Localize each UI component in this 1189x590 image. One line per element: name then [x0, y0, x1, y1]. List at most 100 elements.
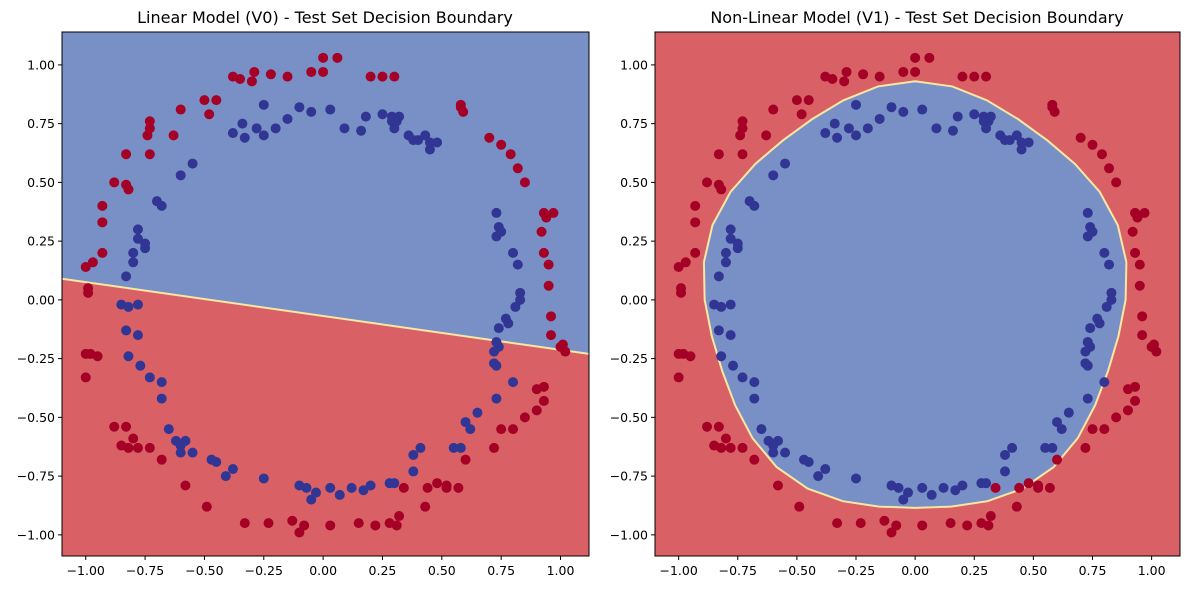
data-point-class-0 [123, 184, 134, 195]
data-points [80, 52, 571, 538]
data-point-class-0 [144, 442, 155, 453]
data-point-class-0 [1080, 442, 1091, 453]
data-point-class-0 [983, 520, 994, 531]
chart-title-right: Non-Linear Model (V1) - Test Set Decisio… [710, 8, 1123, 27]
data-point-class-1 [725, 330, 736, 341]
data-point-class-0 [1087, 424, 1098, 435]
data-point-class-1 [1085, 323, 1096, 334]
data-point-class-1 [1104, 259, 1115, 270]
data-point-class-0 [702, 177, 713, 188]
data-point-class-1 [424, 144, 435, 155]
x-tick-label: −0.50 [778, 563, 816, 578]
data-point-class-1 [123, 301, 134, 312]
y-tick-label: −1.00 [610, 527, 648, 542]
data-point-class-0 [453, 482, 464, 493]
x-tick-label: 0.50 [428, 563, 456, 578]
data-point-class-1 [237, 118, 248, 129]
data-point-class-1 [957, 480, 968, 491]
data-point-class-0 [1122, 384, 1133, 395]
chart-left: Linear Model (V0) - Test Set Decision Bo… [17, 8, 590, 578]
data-point-class-1 [135, 360, 146, 371]
data-point-class-0 [156, 454, 167, 465]
data-point-class-1 [725, 224, 736, 235]
data-point-class-0 [1075, 132, 1086, 143]
data-point-class-0 [841, 66, 852, 77]
data-point-class-1 [950, 485, 961, 496]
data-point-class-0 [737, 149, 748, 160]
data-point-class-1 [258, 130, 269, 141]
data-point-class-0 [720, 433, 731, 444]
data-point-class-1 [749, 393, 760, 404]
data-point-class-0 [83, 287, 94, 298]
data-point-class-1 [981, 478, 992, 489]
data-point-class-1 [460, 417, 471, 428]
data-point-class-0 [121, 421, 132, 432]
data-point-class-0 [1137, 330, 1148, 341]
y-tick-label: −0.25 [17, 351, 55, 366]
data-point-class-0 [985, 511, 996, 522]
y-tick-label: 1.00 [27, 57, 55, 72]
data-point-class-1 [1016, 137, 1027, 148]
data-point-class-1 [408, 449, 419, 460]
data-point-class-0 [737, 442, 748, 453]
y-tick-label: −0.50 [17, 410, 55, 425]
data-point-class-0 [832, 518, 843, 529]
data-point-class-0 [891, 520, 902, 531]
data-point-class-0 [557, 339, 568, 350]
data-point-class-0 [370, 520, 381, 531]
data-point-class-1 [489, 358, 500, 369]
data-point-class-1 [408, 466, 419, 477]
data-point-class-1 [780, 158, 791, 169]
data-point-class-0 [531, 384, 542, 395]
data-point-class-0 [725, 442, 736, 453]
data-point-class-1 [180, 435, 191, 446]
data-point-class-1 [132, 299, 143, 310]
data-point-class-1 [1063, 407, 1074, 418]
data-point-class-0 [519, 177, 530, 188]
data-point-class-0 [538, 247, 549, 258]
x-tick-label: −1.00 [67, 563, 105, 578]
data-point-class-0 [820, 71, 831, 82]
data-point-class-1 [969, 109, 980, 120]
data-point-class-0 [1052, 454, 1063, 465]
data-point-class-0 [761, 130, 772, 141]
data-point-class-1 [301, 482, 312, 493]
data-point-class-1 [749, 377, 760, 388]
data-point-class-0 [121, 149, 132, 160]
data-point-class-1 [491, 207, 502, 218]
x-tick-label: 0.75 [1079, 563, 1107, 578]
data-point-class-1 [123, 351, 134, 362]
data-point-class-0 [484, 132, 495, 143]
decision-regions [62, 32, 589, 556]
data-point-class-0 [249, 66, 260, 77]
x-tick-label: 1.00 [1138, 563, 1166, 578]
data-point-class-0 [1111, 177, 1122, 188]
data-point-class-1 [926, 489, 937, 500]
data-point-class-1 [985, 111, 996, 122]
data-point-class-0 [1134, 280, 1145, 291]
data-point-class-0 [294, 527, 305, 538]
y-tick-label: 0.75 [27, 116, 55, 131]
data-point-class-0 [432, 478, 443, 489]
data-point-class-0 [680, 257, 691, 268]
data-point-class-1 [1099, 247, 1110, 258]
data-point-class-0 [132, 442, 143, 453]
data-point-class-0 [391, 520, 402, 531]
data-point-class-0 [945, 518, 956, 529]
y-tick-label: 0.00 [620, 292, 648, 307]
data-point-class-0 [1044, 482, 1055, 493]
data-point-class-0 [1122, 405, 1133, 416]
data-point-class-0 [109, 421, 120, 432]
data-point-class-0 [97, 200, 108, 211]
data-point-class-0 [673, 261, 684, 272]
y-tick-label: −0.50 [610, 410, 648, 425]
data-point-class-1 [358, 485, 369, 496]
data-point-class-1 [334, 489, 345, 500]
data-point-class-1 [282, 113, 293, 124]
data-point-class-0 [175, 104, 186, 115]
data-point-class-0 [1137, 311, 1148, 322]
data-point-class-0 [199, 95, 210, 106]
data-point-class-1 [311, 487, 322, 498]
y-tick-label: −1.00 [17, 527, 55, 542]
data-point-class-1 [1023, 137, 1034, 148]
